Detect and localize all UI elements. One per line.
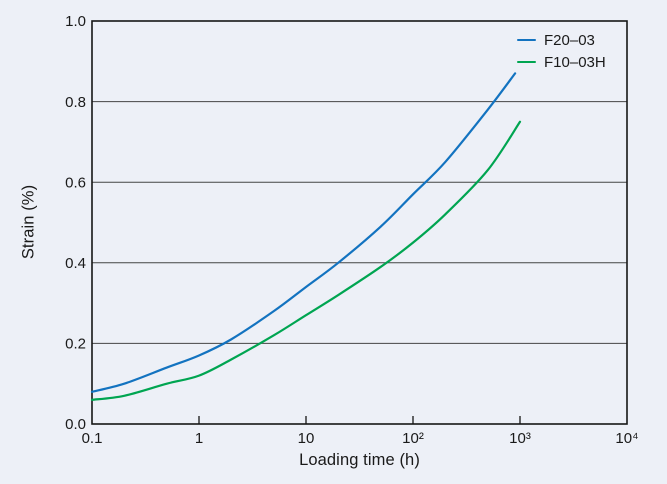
x-tick-label: 10³ <box>509 430 531 447</box>
y-tick-label: 1.0 <box>65 13 86 30</box>
legend: F20–03 F10–03H <box>517 29 606 73</box>
y-axis-title: Strain (%) <box>19 184 38 260</box>
legend-item: F10–03H <box>517 51 606 73</box>
x-tick-label: 0.1 <box>82 430 103 447</box>
series-line-1 <box>90 120 522 401</box>
y-tick-label: 0.4 <box>65 255 86 272</box>
x-axis-title: Loading time (h) <box>299 451 420 469</box>
y-tick-label: 0.2 <box>65 336 86 353</box>
x-tick-label: 10² <box>402 430 424 447</box>
series-line-0 <box>90 72 517 393</box>
y-tick-label: 0.6 <box>65 174 86 191</box>
legend-label: F10–03H <box>544 53 606 71</box>
legend-line-sample <box>517 60 536 64</box>
plot-border <box>91 20 628 425</box>
x-tick-label: 10 <box>298 430 315 447</box>
legend-line-sample <box>517 38 536 42</box>
y-tick-label: 0.0 <box>65 416 86 433</box>
legend-label: F20–03 <box>544 31 595 49</box>
y-tick-label: 0.8 <box>65 94 86 111</box>
legend-item: F20–03 <box>517 29 606 51</box>
x-tick-label: 10⁴ <box>615 430 638 447</box>
x-tick-label: 1 <box>195 430 203 447</box>
